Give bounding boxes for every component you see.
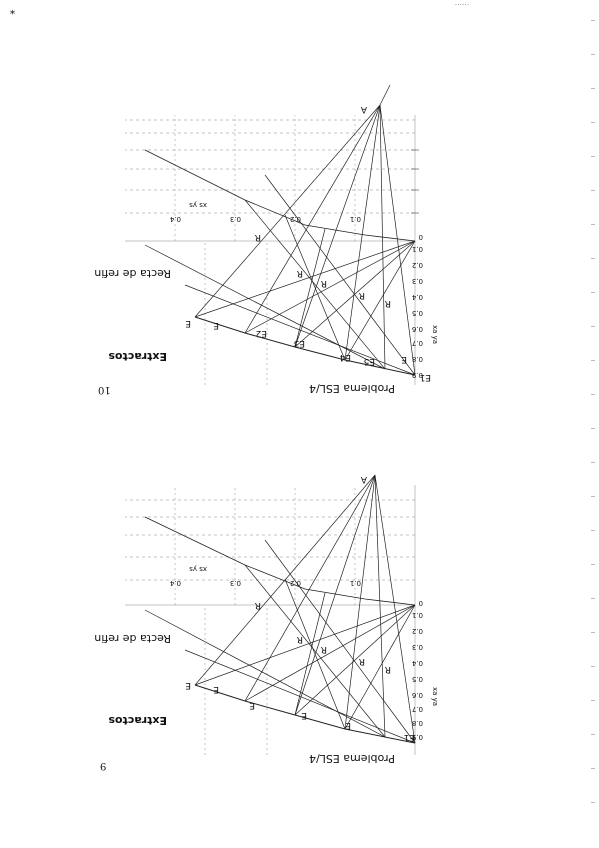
point-label-3: E3 bbox=[294, 338, 305, 348]
point-label-6: R bbox=[255, 600, 261, 610]
construction-lines bbox=[144, 85, 416, 376]
point-label-7: R bbox=[297, 634, 303, 644]
grid bbox=[125, 115, 416, 385]
point-label-3: E bbox=[345, 720, 351, 730]
point-label-5: E1 bbox=[404, 732, 415, 742]
side-tick-7: 0.7 bbox=[412, 705, 423, 713]
top-tick-3: 0.1 bbox=[350, 215, 361, 223]
point-label-0: E bbox=[213, 684, 219, 694]
point-label-1: E bbox=[185, 318, 191, 328]
raffinate-line bbox=[144, 516, 416, 606]
side-tick-0: 0 bbox=[419, 233, 423, 241]
top-tick-2: 0.2 bbox=[290, 215, 301, 223]
point-label-8: R bbox=[255, 232, 261, 242]
side-tick-4: 0.4 bbox=[411, 293, 423, 301]
side-tick-5: 0.5 bbox=[412, 309, 423, 317]
point-label-9: R bbox=[297, 268, 303, 278]
point-label-4: E bbox=[185, 680, 191, 690]
side-tick-1: 0.1 bbox=[412, 611, 423, 619]
point-label-11: A bbox=[360, 474, 367, 484]
top-tick-1: 0.3 bbox=[230, 215, 241, 223]
side-tick-6: 0.6 bbox=[411, 325, 423, 333]
side-tick-9: 0.9 bbox=[412, 733, 423, 741]
refined-label: Recta de refinados bbox=[95, 632, 171, 645]
point-label-8: R bbox=[321, 644, 327, 654]
top-tick-0: 0.4 bbox=[169, 215, 181, 223]
point-label-6: E bbox=[401, 354, 407, 364]
point-label-10: R bbox=[385, 664, 391, 674]
top-tick-2: 0.2 bbox=[290, 579, 301, 587]
side-axis-label: xa ya bbox=[431, 687, 439, 706]
point-label-11: R bbox=[359, 290, 365, 300]
extract-label: Extractos bbox=[108, 714, 167, 727]
title-label: Problema ESL/4 bbox=[309, 752, 395, 765]
raffinate-line bbox=[144, 149, 416, 242]
side-tick-4: 0.4 bbox=[411, 659, 423, 667]
point-label-10: R bbox=[321, 278, 327, 288]
construction-lines bbox=[144, 474, 416, 744]
axis-ticks bbox=[411, 149, 419, 214]
point-label-5: E5 bbox=[364, 356, 375, 366]
grid bbox=[125, 485, 416, 755]
side-tick-0: 0 bbox=[419, 599, 423, 607]
refined-label: Recta de refinados bbox=[95, 267, 171, 280]
side-tick-2: 0.2 bbox=[412, 261, 423, 269]
corner-mark: * bbox=[10, 4, 15, 15]
side-tick-6: 0.6 bbox=[411, 691, 423, 699]
side-tick-7: 0.7 bbox=[412, 339, 423, 347]
top-axis-label: xs ys bbox=[189, 565, 207, 573]
top-tick-3: 0.1 bbox=[350, 579, 361, 587]
scan-edge-marks bbox=[591, 20, 595, 830]
point-label-13: A bbox=[360, 104, 367, 114]
side-tick-8: 0.8 bbox=[412, 719, 423, 727]
top-tick-1: 0.3 bbox=[230, 579, 241, 587]
diagram-bottom: Problema ESL/4 Extractos Recta de refina… bbox=[95, 474, 439, 765]
side-tick-2: 0.2 bbox=[412, 627, 423, 635]
point-label-1: E bbox=[249, 700, 255, 710]
point-label-2: E bbox=[301, 710, 307, 720]
side-axis-label: xa ya bbox=[431, 325, 439, 344]
extract-label: Extractos bbox=[108, 350, 167, 363]
point-label-9: R bbox=[359, 656, 365, 666]
diagram-top: Problema ESL/4 Extractos Recta de refina… bbox=[95, 85, 439, 395]
point-label-2: E2 bbox=[256, 328, 267, 338]
point-label-7: E1 bbox=[420, 372, 431, 382]
side-tick-5: 0.5 bbox=[412, 675, 423, 683]
side-tick-9: 0.9 bbox=[412, 371, 423, 379]
top-axis-label: xs ys bbox=[189, 201, 207, 209]
point-label-12: R bbox=[385, 298, 391, 308]
side-tick-8: 0.8 bbox=[412, 355, 423, 363]
side-tick-3: 0.3 bbox=[412, 643, 423, 651]
point-label-0: E bbox=[213, 320, 219, 330]
side-tick-3: 0.3 bbox=[412, 277, 423, 285]
side-tick-1: 0.1 bbox=[412, 245, 423, 253]
point-label-4: E4 bbox=[339, 352, 351, 362]
page-header-text: ...... bbox=[455, 0, 470, 7]
top-tick-0: 0.4 bbox=[169, 579, 181, 587]
title-label: Problema ESL/4 bbox=[309, 382, 395, 395]
